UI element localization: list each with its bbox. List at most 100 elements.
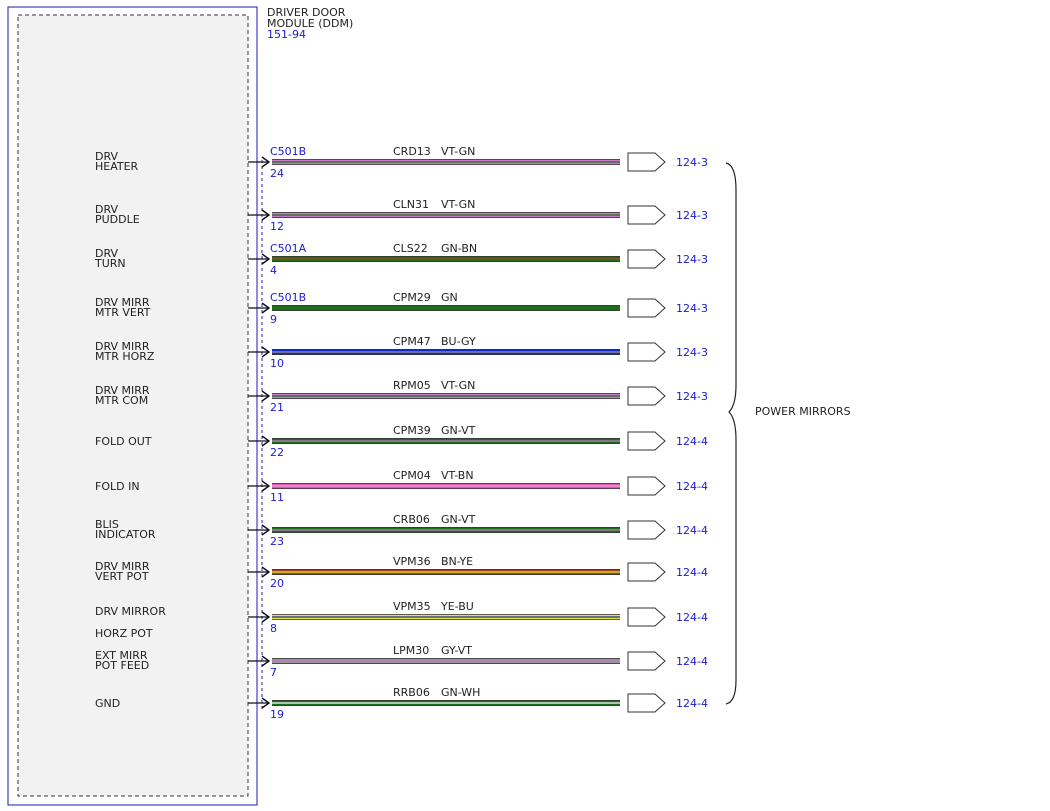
wire-color-code: BN-YE xyxy=(441,555,473,568)
pin-arrow-icon xyxy=(261,302,271,314)
wire-color-code: GN-VT xyxy=(441,424,476,437)
wire-color-code: BU-GY xyxy=(441,335,476,348)
page-ref-link[interactable]: 124-3 xyxy=(676,346,708,359)
pin-arrow-icon xyxy=(261,346,271,358)
module-ref-link[interactable]: 151-94 xyxy=(267,28,306,41)
page-ref-link[interactable]: 124-3 xyxy=(676,209,708,222)
pin-function-label-2: HORZ POT xyxy=(95,627,153,640)
wire-color-code: VT-GN xyxy=(441,145,475,158)
pin-function-label: GND xyxy=(95,697,120,710)
page-ref-link[interactable]: 124-3 xyxy=(676,253,708,266)
circuit-id: VPM36 xyxy=(393,555,431,568)
module-inner-area xyxy=(17,14,249,797)
connector-flag-icon xyxy=(627,693,666,713)
pin-arrow-icon xyxy=(261,253,271,265)
pin-arrow-icon xyxy=(261,156,271,168)
pin-function-label: DRV MIRROR xyxy=(95,605,166,618)
circuit-id: CLS22 xyxy=(393,242,428,255)
pin-function-label-2: POT FEED xyxy=(95,659,149,672)
pin-number: 24 xyxy=(270,167,284,180)
pin-function-label: DRV MIRR xyxy=(95,384,150,397)
pin-arrow-icon xyxy=(261,566,271,578)
connector-flag-icon xyxy=(627,651,666,671)
page-ref-link[interactable]: 124-4 xyxy=(676,480,708,493)
circuit-row: DRV MIRROR HORZ POT 8 VPM35 YE-BU 124-4 xyxy=(95,600,708,640)
pin-number: 23 xyxy=(270,535,284,548)
circuit-id: CPM39 xyxy=(393,424,431,437)
page-ref-link[interactable]: 124-4 xyxy=(676,524,708,537)
connector-flag-icon xyxy=(627,249,666,269)
connector-flag-icon xyxy=(627,152,666,172)
circuit-id: VPM35 xyxy=(393,600,431,613)
pin-number: 8 xyxy=(270,622,277,635)
pin-number: 21 xyxy=(270,401,284,414)
pin-function-label: DRV MIRR xyxy=(95,340,150,353)
page-ref-link[interactable]: 124-3 xyxy=(676,156,708,169)
pin-function-label: DRV xyxy=(95,203,119,216)
pin-function-label-2: HEATER xyxy=(95,160,139,173)
pin-number: 19 xyxy=(270,708,284,721)
pin-number: 20 xyxy=(270,577,284,590)
circuit-id: CPM29 xyxy=(393,291,431,304)
connector-flag-icon xyxy=(627,607,666,627)
pin-function-label-2: PUDDLE xyxy=(95,213,140,226)
pin-arrow-icon xyxy=(261,655,271,667)
destination-brace xyxy=(725,162,737,705)
connector-flag-icon xyxy=(627,562,666,582)
destination-label: POWER MIRRORS xyxy=(755,405,851,418)
connector-flag-icon xyxy=(627,520,666,540)
pin-number: 11 xyxy=(270,491,284,504)
pin-function-label-2: TURN xyxy=(94,257,126,270)
circuit-row: FOLD IN 11 CPM04 VT-BN 124-4 xyxy=(95,469,708,504)
page-ref-link[interactable]: 124-4 xyxy=(676,435,708,448)
wire-color-code: VT-BN xyxy=(441,469,474,482)
circuit-id: CRB06 xyxy=(393,513,430,526)
circuit-id: CPM47 xyxy=(393,335,431,348)
wire-color-code: GN-VT xyxy=(441,513,476,526)
circuit-id: RRB06 xyxy=(393,686,430,699)
pin-arrow-icon xyxy=(261,209,271,221)
pin-number: 12 xyxy=(270,220,284,233)
circuit-id: LPM30 xyxy=(393,644,429,657)
circuit-id: CRD13 xyxy=(393,145,431,158)
circuit-id: CPM04 xyxy=(393,469,431,482)
pin-function-label-2: MTR VERT xyxy=(95,306,151,319)
pin-function-label: EXT MIRR xyxy=(95,649,148,662)
pin-number: 22 xyxy=(270,446,284,459)
pin-function-label: DRV xyxy=(95,247,119,260)
page-ref-link[interactable]: 124-4 xyxy=(676,655,708,668)
page-ref-link[interactable]: 124-4 xyxy=(676,611,708,624)
pin-arrow-icon xyxy=(261,611,271,623)
wire-color-code: YE-BU xyxy=(440,600,474,613)
connector-id-link[interactable]: C501B xyxy=(270,145,306,158)
pin-arrow-icon xyxy=(261,390,271,402)
module-title-line1: DRIVER DOOR xyxy=(267,6,346,19)
connector-flag-icon xyxy=(627,298,666,318)
page-ref-link[interactable]: 124-3 xyxy=(676,390,708,403)
connector-id-link[interactable]: C501B xyxy=(270,291,306,304)
page-ref-link[interactable]: 124-3 xyxy=(676,302,708,315)
pin-function-label-2: VERT POT xyxy=(95,570,149,583)
page-ref-link[interactable]: 124-4 xyxy=(676,697,708,710)
pin-arrow-icon xyxy=(261,435,271,447)
pin-number: 7 xyxy=(270,666,277,679)
wire-color-code: VT-GN xyxy=(441,198,475,211)
page-ref-link[interactable]: 124-4 xyxy=(676,566,708,579)
module-title-line2: MODULE (DDM) xyxy=(267,17,353,30)
connector-flag-icon xyxy=(627,386,666,406)
wire-color-code: GN-WH xyxy=(441,686,480,699)
wire-color-code: VT-GN xyxy=(441,379,475,392)
circuit-row: GND 19 RRB06 GN-WH 124-4 xyxy=(95,686,708,721)
connector-flag-icon xyxy=(627,431,666,451)
connector-id-link[interactable]: C501A xyxy=(270,242,307,255)
pin-number: 4 xyxy=(270,264,277,277)
